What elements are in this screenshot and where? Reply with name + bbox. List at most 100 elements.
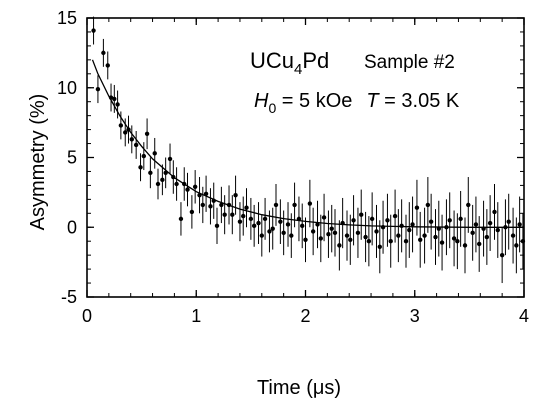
data-point	[226, 202, 232, 208]
data-point	[155, 181, 161, 187]
data-point	[399, 223, 404, 229]
data-point	[144, 131, 150, 136]
data-point	[251, 223, 257, 229]
data-point	[385, 218, 390, 223]
data-point	[369, 216, 375, 222]
data-point	[444, 225, 449, 230]
data-point	[425, 202, 431, 208]
y-tick-label: -5	[61, 287, 77, 307]
data-point	[433, 234, 438, 240]
data-point	[506, 219, 511, 224]
data-point	[241, 213, 246, 219]
data-point	[414, 205, 420, 210]
data-point	[148, 170, 153, 176]
data-point	[455, 239, 460, 244]
data-point	[436, 226, 441, 231]
data-point	[244, 205, 249, 210]
data-point	[259, 233, 264, 238]
data-point	[152, 151, 157, 156]
data-point	[473, 222, 479, 227]
data-point	[129, 137, 134, 142]
data-point	[189, 209, 195, 215]
data-point	[514, 243, 519, 248]
data-point	[363, 234, 368, 240]
y-tick-label: 15	[57, 8, 77, 28]
data-point	[303, 237, 308, 243]
data-point	[230, 212, 235, 217]
data-point	[101, 50, 106, 56]
data-point	[285, 222, 291, 227]
sample-label: Sample #2	[364, 52, 455, 73]
data-point	[91, 28, 96, 33]
data-point	[487, 220, 493, 226]
data-point	[374, 229, 379, 234]
data-point	[481, 226, 486, 231]
y-tick-label: 10	[57, 78, 77, 98]
data-point	[141, 153, 147, 159]
data-point	[289, 233, 294, 238]
conditions-label: H0 = 5 kOe T = 3.05 K	[254, 90, 460, 116]
data-point	[126, 127, 131, 132]
data-point	[192, 184, 198, 189]
x-tick-label: 1	[191, 306, 201, 326]
data-point	[237, 219, 243, 224]
data-point	[340, 220, 345, 226]
data-point	[462, 243, 468, 248]
data-point	[112, 96, 117, 102]
data-point	[466, 202, 471, 208]
data-point	[208, 204, 213, 209]
data-point	[292, 202, 297, 208]
x-tick-label: 2	[300, 306, 310, 326]
data-point	[359, 212, 364, 217]
data-point	[332, 230, 338, 236]
data-point	[495, 227, 500, 233]
data-point	[307, 201, 313, 206]
data-point	[222, 212, 227, 217]
x-tick-label: 0	[82, 306, 92, 326]
data-point	[344, 233, 350, 238]
data-point	[211, 198, 216, 203]
data-point	[428, 219, 434, 224]
data-point	[418, 237, 423, 243]
data-point	[95, 86, 101, 92]
data-point	[300, 223, 305, 229]
y-axis-title: Asymmetry (%)	[27, 94, 49, 231]
data-point	[407, 227, 412, 233]
data-point	[296, 216, 302, 222]
data-point	[262, 216, 268, 222]
data-point	[278, 219, 283, 224]
data-point	[203, 191, 209, 196]
data-point	[348, 237, 353, 243]
y-tick-label: 0	[67, 217, 77, 237]
data-point	[447, 218, 452, 223]
data-point	[318, 236, 323, 241]
data-point	[160, 177, 165, 183]
data-point	[517, 222, 522, 227]
data-point	[219, 202, 224, 208]
data-point	[178, 216, 184, 222]
data-point	[396, 233, 401, 238]
data-point	[337, 243, 342, 248]
data-point	[115, 102, 120, 107]
x-axis-title: Time (μs)	[257, 377, 341, 399]
data-point	[510, 233, 516, 238]
data-point	[439, 240, 445, 245]
data-point	[451, 236, 457, 241]
data-point	[499, 252, 505, 258]
data-point	[503, 225, 508, 230]
data-point	[185, 187, 190, 192]
data-point	[392, 213, 398, 219]
data-point	[355, 230, 361, 236]
data-point	[167, 156, 173, 162]
data-point	[174, 181, 179, 187]
data-point	[270, 226, 275, 231]
data-point	[477, 241, 482, 247]
data-point	[171, 174, 176, 180]
data-point	[200, 202, 206, 208]
data-point	[163, 170, 168, 176]
data-point	[380, 225, 386, 230]
data-point	[321, 215, 327, 220]
data-point	[403, 239, 409, 244]
data-point	[351, 218, 356, 223]
